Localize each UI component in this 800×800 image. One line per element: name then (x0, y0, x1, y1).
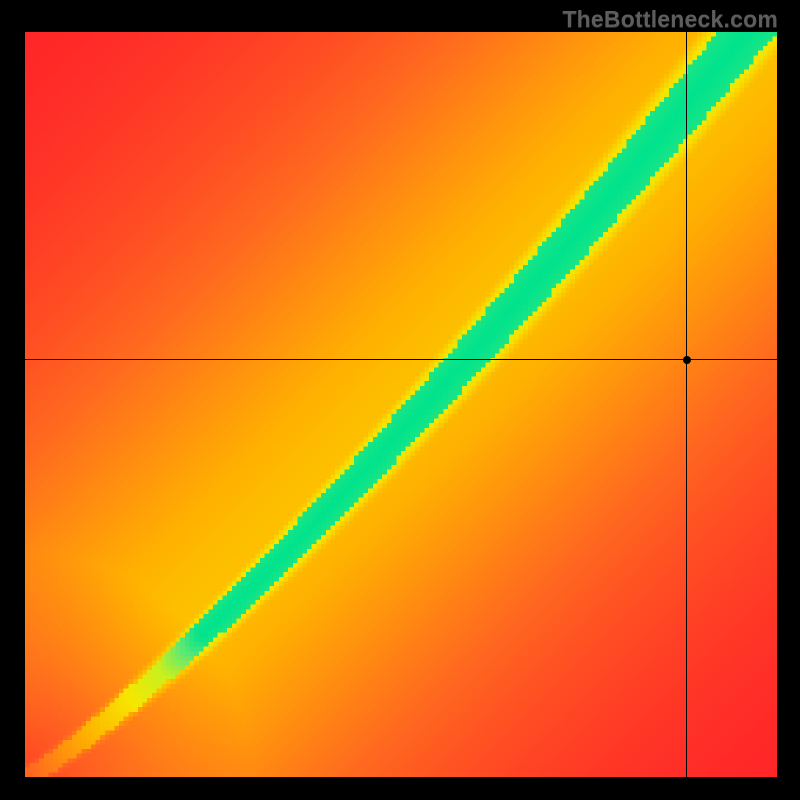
plot-area (25, 32, 777, 777)
crosshair-horizontal (25, 359, 777, 360)
heatmap-canvas (25, 32, 777, 777)
chart-container: TheBottleneck.com (0, 0, 800, 800)
watermark-text: TheBottleneck.com (562, 6, 778, 33)
crosshair-marker (683, 356, 691, 364)
crosshair-vertical (686, 32, 687, 777)
